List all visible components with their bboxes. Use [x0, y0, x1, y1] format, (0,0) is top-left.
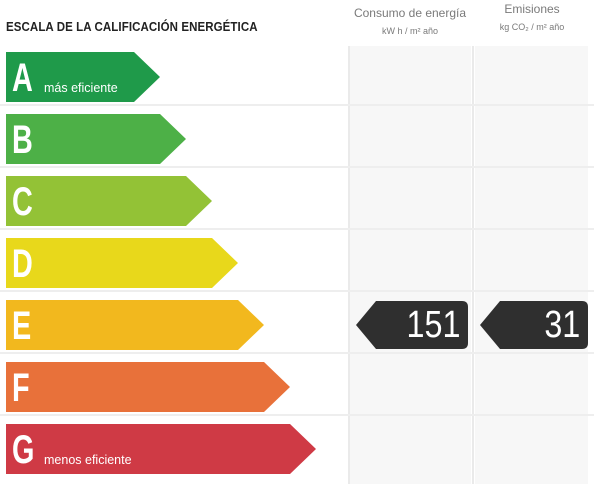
emissions-badge-shape [480, 301, 588, 349]
grid-divider [348, 46, 350, 484]
grid-row-line [0, 290, 594, 292]
energy-class-letter: F [12, 366, 30, 410]
energy-class-f: F [6, 362, 290, 412]
emissions-column-background [475, 46, 588, 484]
grid-row-line [0, 104, 594, 106]
energy-class-arrow-fill [6, 176, 212, 226]
energy-class-arrow-fill [6, 424, 316, 474]
energy-class-arrow-fill [6, 300, 264, 350]
energy-class-letter: B [12, 118, 33, 162]
energy-class-e: E [6, 300, 264, 350]
page-title: ESCALA DE LA CALIFICACIÓN ENERGÉTICA [6, 20, 258, 34]
energy-column-unit: kW h / m² año [381, 26, 438, 36]
emissions-value: 31 [544, 304, 580, 346]
energy-badge-arrow [356, 301, 468, 349]
energy-class-b: B [6, 114, 186, 164]
grid-row-line [0, 166, 594, 168]
energy-column-background [350, 46, 471, 484]
energy-class-arrow-shape [6, 114, 186, 164]
energy-value: 151 [406, 304, 460, 346]
energy-class-arrow-shape [6, 300, 264, 350]
energy-class-d: D [6, 238, 238, 288]
energy-badge-shape [356, 301, 468, 349]
energy-class-letter: E [12, 304, 32, 348]
energy-class-arrow-fill [6, 362, 290, 412]
emissions-column-unit: kg CO₂ / m² año [499, 22, 565, 32]
energy-class-arrow-shape [6, 238, 238, 288]
emissions-badge-arrow [480, 301, 588, 349]
energy-value-badge: 151 [356, 301, 468, 349]
energy-column-header: Consumo de energía kW h / m² año [350, 6, 470, 38]
energy-class-arrow-shape [6, 362, 290, 412]
energy-class-letter: C [12, 180, 33, 224]
energy-class-letter: G [12, 428, 35, 472]
grid-divider [472, 46, 474, 484]
energy-column-label: Consumo de energía [353, 6, 467, 20]
grid-row-line [0, 414, 594, 416]
energy-class-arrow-fill [6, 52, 160, 102]
energy-class-c: C [6, 176, 212, 226]
energy-class-letter: A [12, 56, 33, 100]
energy-class-caption: más eficiente [44, 81, 118, 95]
grid-row-line [0, 352, 594, 354]
rating-grid [0, 46, 594, 484]
energy-class-letter: D [12, 242, 33, 286]
energy-class-arrow-shape [6, 52, 160, 102]
energy-class-arrow-shape [6, 176, 212, 226]
emissions-column-label: Emisiones [504, 2, 560, 16]
energy-class-caption: menos eficiente [44, 453, 132, 467]
energy-class-arrow-shape [6, 424, 316, 474]
energy-class-arrow-fill [6, 238, 238, 288]
emissions-value-badge: 31 [480, 301, 588, 349]
energy-class-arrow-fill [6, 114, 186, 164]
emissions-column-header: Emisiones kg CO₂ / m² año [476, 2, 588, 34]
grid-row-line [0, 228, 594, 230]
